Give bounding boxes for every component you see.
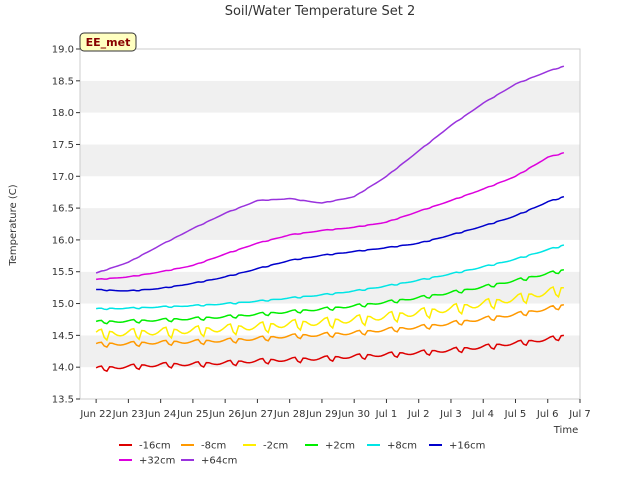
y-tick-label: 15.0 (52, 299, 74, 310)
series-line-plus32cm (95, 151, 565, 281)
grid-band (80, 176, 580, 209)
station-badge: EE_met (79, 32, 137, 52)
y-tick-label: 14.5 (52, 331, 74, 342)
legend-label: +64cm (201, 456, 237, 467)
grid-band (80, 367, 580, 399)
legend-label: -8cm (201, 441, 226, 452)
legend-label: +8cm (387, 441, 417, 452)
y-tick-label: 17.0 (52, 172, 74, 183)
series-line-plus64cm (95, 65, 565, 274)
grid-band (80, 144, 580, 177)
x-tick-label: Jun 22 (79, 409, 112, 420)
series-line-minus2cm (95, 285, 564, 342)
series-line-plus2cm (95, 269, 565, 325)
y-tick-label: 16.0 (52, 235, 74, 246)
series-layer (95, 65, 565, 373)
grid-band (80, 49, 580, 81)
legend-label: +2cm (325, 441, 355, 452)
x-tick-label: Jun 30 (337, 409, 370, 420)
y-tick-label: 17.5 (52, 140, 74, 151)
y-axis-label: Temperature (C) (8, 184, 19, 266)
x-tick-label: Jul 2 (407, 409, 430, 420)
x-tick-label: Jun 23 (112, 409, 145, 420)
grid-bands (80, 49, 580, 399)
x-tick-label: Jun 24 (144, 409, 177, 420)
grid-band (80, 112, 580, 145)
grid-band (80, 208, 580, 240)
station-badge-box (79, 32, 137, 52)
y-tick-label: 13.5 (52, 395, 74, 406)
x-axis-label: Time (553, 425, 578, 436)
x-tick-label: Jul 4 (471, 409, 494, 420)
y-tick-label: 18.5 (52, 76, 74, 87)
x-tick-label: Jul 3 (439, 409, 462, 420)
x-tick-label: Jul 7 (568, 409, 591, 420)
legend-label: -16cm (139, 441, 171, 452)
series-line-minus16cm (95, 334, 564, 373)
x-tick-label: Jul 6 (536, 409, 559, 420)
y-tick-label: 16.5 (52, 204, 74, 215)
grid-band (80, 239, 580, 272)
station-badge-label: EE_met (86, 36, 131, 49)
series-line-plus8cm (96, 244, 565, 311)
x-tick-label: Jun 26 (208, 409, 241, 420)
x-axis: Jun 22 Jun 23 Jun 24 Jun 25 Jun 26 Jun 27 Jun … (79, 399, 591, 420)
grid-band (80, 335, 580, 368)
grid-band (80, 271, 580, 304)
legend-label: -2cm (263, 441, 288, 452)
x-tick-label: Jun 28 (273, 409, 306, 420)
plot-frame (79, 48, 581, 400)
grid-band (80, 80, 580, 113)
x-tick-label: Jun 29 (305, 409, 338, 420)
legend-label: +16cm (449, 441, 485, 452)
y-tick-label: 19.0 (52, 45, 74, 56)
y-tick-label: 14.0 (52, 363, 74, 374)
x-tick-label: Jul 1 (375, 409, 398, 420)
legend-label: +32cm (139, 456, 175, 467)
legend: -16cm -8cm -2cm +2cm +8cm +16cm +32cm +64cm (119, 441, 485, 467)
y-tick-label: 18.0 (52, 108, 74, 119)
y-axis: 13.5 14.0 14.5 15.0 15.5 16.0 16.5 17.0 17.5 18.0… (52, 45, 80, 406)
x-tick-label: Jun 27 (241, 409, 274, 420)
x-tick-label: Jul 5 (504, 409, 527, 420)
series-line-minus8cm (95, 304, 565, 349)
grid-band (80, 303, 580, 336)
chart-title: Soil/Water Temperature Set 2 (225, 4, 416, 19)
series-line-plus16cm (96, 195, 565, 292)
y-tick-label: 15.5 (52, 267, 74, 278)
x-tick-label: Jun 25 (176, 409, 209, 420)
